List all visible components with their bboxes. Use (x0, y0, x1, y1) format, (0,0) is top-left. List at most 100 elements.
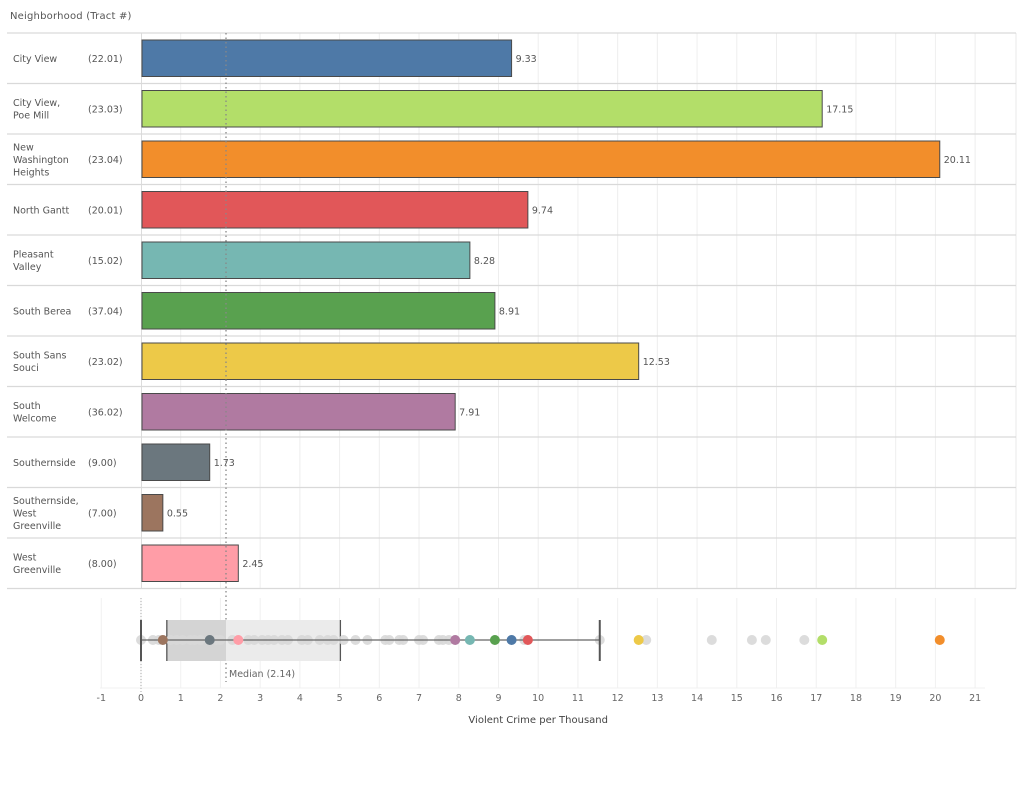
value-label: 1.73 (214, 458, 235, 469)
x-tick-label: 2 (217, 693, 223, 704)
neighborhood-label-line: Welcome (13, 414, 57, 425)
value-label: 17.15 (826, 104, 853, 115)
neighborhood-label-line: Greenville (13, 521, 61, 532)
x-tick-label: 12 (612, 693, 624, 704)
x-tick-label: 18 (850, 693, 862, 704)
neighborhood-label-line: West (13, 508, 37, 519)
bar (141, 292, 496, 330)
neighborhood-label: City View, Poe Mill (13, 98, 60, 122)
tract-label: (36.02) (88, 407, 123, 418)
tract-label: (20.01) (88, 205, 123, 216)
neighborhood-label-line: West (13, 553, 37, 564)
data-point (746, 635, 757, 645)
neighborhood-label-line: North Gantt (13, 205, 70, 216)
x-tick-label: 15 (731, 693, 743, 704)
x-tick-label: 16 (770, 693, 782, 704)
neighborhood-label-line: Southernside, (13, 496, 79, 507)
tract-label: (9.00) (88, 458, 117, 469)
bar-row: City View, Poe Mill (23.03) 17.15 (13, 90, 853, 128)
bar-row: South Welcome (36.02) 7.91 (13, 393, 480, 431)
neighborhood-label-line: South Berea (13, 306, 71, 317)
value-label: 12.53 (643, 357, 670, 368)
x-tick-label: 19 (890, 693, 902, 704)
bar-row: Southernside (9.00) 1.73 (13, 443, 235, 481)
x-tick-label: 5 (337, 693, 343, 704)
neighborhood-label-line: City View (13, 54, 57, 65)
value-label: 7.91 (459, 407, 480, 418)
bar-row: South Sans Souci (23.02) 12.53 (13, 342, 670, 380)
neighborhood-label: South Welcome (13, 401, 57, 425)
x-tick-label: 0 (138, 693, 144, 704)
neighborhood-label-line: Pleasant (13, 250, 54, 261)
bar (141, 393, 456, 431)
bar (141, 191, 529, 229)
bar-row: Southernside, West Greenville (7.00) 0.55 (13, 494, 188, 532)
x-tick-label: 21 (969, 693, 981, 704)
value-label: 8.91 (499, 306, 520, 317)
bar (141, 140, 941, 178)
x-tick-label: 17 (810, 693, 822, 704)
x-tick-label: 20 (929, 693, 941, 704)
x-tick-label: 1 (178, 693, 184, 704)
data-point (760, 635, 771, 645)
column-header: Neighborhood (Tract #) (10, 11, 132, 22)
tract-label: (23.04) (88, 155, 123, 166)
bar-row: Pleasant Valley (15.02) 8.28 (13, 241, 495, 279)
bar (141, 39, 513, 77)
neighborhood-label: North Gantt (13, 205, 70, 216)
x-tick-label: 6 (376, 693, 382, 704)
highlight-point (489, 635, 500, 645)
x-tick-label: 9 (495, 693, 501, 704)
value-label: 0.55 (167, 508, 188, 519)
neighborhood-label-line: Poe Mill (13, 111, 49, 122)
bar-row: North Gantt (20.01) 9.74 (13, 191, 553, 229)
tract-label: (15.02) (88, 256, 123, 267)
bar (141, 241, 471, 279)
highlight-point (464, 635, 475, 645)
neighborhood-label: Pleasant Valley (13, 250, 54, 274)
neighborhood-label-line: Washington (13, 155, 69, 166)
data-point (799, 635, 810, 645)
tract-label: (23.03) (88, 104, 123, 115)
tract-label: (37.04) (88, 306, 123, 317)
tract-label: (23.02) (88, 357, 123, 368)
highlight-point (204, 635, 215, 645)
bar (141, 494, 164, 532)
neighborhood-label: South Sans Souci (13, 351, 67, 375)
value-label: 2.45 (242, 559, 263, 570)
x-axis-title: Violent Crime per Thousand (468, 715, 608, 726)
neighborhood-label: New Washington Heights (13, 142, 69, 178)
x-tick-label: 4 (297, 693, 303, 704)
value-label: 9.74 (532, 205, 553, 216)
bar (141, 443, 211, 481)
highlight-point (522, 635, 533, 645)
highlight-point (233, 635, 244, 645)
neighborhood-label: West Greenville (13, 553, 61, 577)
neighborhood-label: Southernside (13, 458, 76, 469)
neighborhood-label-line: Heights (13, 167, 49, 178)
bar (141, 90, 823, 128)
neighborhood-label: City View (13, 54, 57, 65)
neighborhood-label-line: Southernside (13, 458, 76, 469)
x-tick-label: 7 (416, 693, 422, 704)
tract-label: (7.00) (88, 508, 117, 519)
value-label: 20.11 (944, 155, 971, 166)
neighborhood-label: Southernside, West Greenville (13, 496, 79, 532)
neighborhood-label-line: South (13, 401, 41, 412)
median-label: Median (2.14) (229, 669, 295, 680)
bar-row: City View (22.01) 9.33 (13, 39, 537, 77)
bar-row: South Berea (37.04) 8.91 (13, 292, 520, 330)
neighborhood-label-line: City View, (13, 98, 60, 109)
highlight-point (633, 635, 644, 645)
highlight-point (506, 635, 517, 645)
tract-label: (8.00) (88, 559, 117, 570)
tract-label: (22.01) (88, 54, 123, 65)
neighborhood-label-line: South Sans (13, 351, 67, 362)
bar (141, 544, 239, 582)
x-tick-label: 14 (691, 693, 703, 704)
x-tick-label: 11 (572, 693, 584, 704)
bar-row: New Washington Heights (23.04) 20.11 (13, 140, 971, 178)
x-tick-label: 13 (651, 693, 663, 704)
value-label: 8.28 (474, 256, 495, 267)
